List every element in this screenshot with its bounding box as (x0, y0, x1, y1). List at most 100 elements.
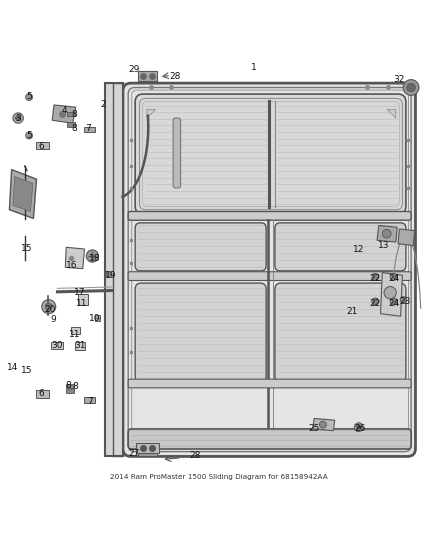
Text: 15: 15 (21, 244, 33, 253)
FancyBboxPatch shape (135, 283, 266, 382)
Text: 10: 10 (89, 314, 100, 324)
Circle shape (86, 250, 99, 262)
Text: 11: 11 (76, 299, 87, 308)
Polygon shape (65, 247, 85, 269)
Polygon shape (387, 109, 396, 118)
Text: 17: 17 (74, 288, 86, 297)
Circle shape (319, 421, 326, 428)
Text: 8: 8 (71, 125, 77, 133)
Circle shape (106, 271, 112, 277)
Polygon shape (398, 229, 415, 246)
Polygon shape (313, 418, 335, 431)
FancyBboxPatch shape (123, 83, 416, 456)
Circle shape (403, 79, 419, 95)
FancyBboxPatch shape (135, 223, 266, 271)
Polygon shape (10, 169, 36, 219)
Text: 5: 5 (26, 131, 32, 140)
Circle shape (13, 113, 23, 123)
Text: 32: 32 (393, 75, 405, 84)
Text: 24: 24 (388, 299, 399, 308)
Polygon shape (138, 71, 156, 80)
Circle shape (15, 116, 21, 120)
Bar (67, 111, 75, 116)
Bar (78, 294, 88, 305)
Polygon shape (381, 272, 403, 316)
Text: 29: 29 (128, 64, 140, 74)
FancyBboxPatch shape (275, 283, 406, 382)
Text: 30: 30 (51, 342, 62, 351)
Bar (75, 342, 85, 350)
Bar (95, 315, 100, 321)
Text: 1: 1 (251, 63, 257, 72)
Text: 15: 15 (21, 366, 33, 375)
Bar (84, 127, 95, 132)
Text: 7: 7 (87, 397, 93, 406)
Text: 31: 31 (74, 342, 86, 351)
Text: 18: 18 (89, 254, 100, 263)
Circle shape (25, 94, 32, 101)
Text: 11: 11 (69, 330, 81, 338)
Circle shape (390, 298, 397, 305)
Bar (51, 342, 63, 349)
Polygon shape (138, 453, 157, 456)
Text: 23: 23 (399, 297, 410, 306)
Circle shape (42, 300, 56, 313)
FancyBboxPatch shape (128, 429, 411, 449)
Circle shape (372, 298, 379, 305)
Circle shape (25, 132, 32, 139)
Text: 22: 22 (370, 274, 381, 283)
Text: 5: 5 (26, 92, 32, 101)
Text: 28: 28 (170, 72, 181, 81)
Circle shape (407, 83, 416, 92)
Text: 26: 26 (354, 424, 365, 433)
Bar (71, 327, 80, 334)
Text: 7: 7 (85, 125, 91, 133)
Bar (66, 389, 74, 393)
Circle shape (400, 297, 406, 303)
Text: 16: 16 (66, 261, 77, 270)
FancyBboxPatch shape (135, 94, 406, 214)
Text: 8: 8 (66, 381, 71, 390)
Text: 8: 8 (72, 382, 78, 391)
Circle shape (382, 229, 391, 238)
Text: 21: 21 (346, 306, 358, 316)
Text: 12: 12 (353, 245, 364, 254)
Text: 6: 6 (38, 390, 44, 399)
Text: 4: 4 (61, 106, 67, 115)
Polygon shape (136, 443, 159, 453)
Circle shape (390, 273, 397, 280)
Circle shape (372, 273, 379, 280)
Polygon shape (52, 105, 76, 123)
Polygon shape (106, 83, 123, 456)
Text: 20: 20 (44, 305, 55, 314)
FancyBboxPatch shape (128, 212, 411, 220)
Polygon shape (13, 176, 33, 212)
Text: 28: 28 (189, 450, 201, 459)
Text: 24: 24 (388, 274, 399, 283)
Polygon shape (147, 109, 155, 118)
Text: 9: 9 (50, 315, 56, 324)
FancyBboxPatch shape (173, 118, 180, 188)
Text: 27: 27 (128, 449, 140, 458)
Text: 2014 Ram ProMaster 1500 Sliding Diagram for 68158942AA: 2014 Ram ProMaster 1500 Sliding Diagram … (110, 473, 328, 480)
Bar (67, 123, 75, 127)
FancyBboxPatch shape (275, 223, 406, 271)
Text: 3: 3 (15, 115, 21, 124)
Polygon shape (377, 225, 397, 242)
Bar (66, 384, 74, 388)
Circle shape (45, 303, 52, 310)
Circle shape (357, 425, 361, 430)
Circle shape (354, 423, 363, 432)
FancyBboxPatch shape (128, 272, 411, 280)
Text: 13: 13 (378, 241, 390, 250)
FancyBboxPatch shape (128, 379, 411, 388)
Bar (35, 391, 49, 398)
Text: 8: 8 (71, 110, 77, 119)
Text: 14: 14 (7, 364, 18, 372)
Text: 6: 6 (38, 142, 44, 151)
Text: 25: 25 (308, 424, 320, 433)
Text: 22: 22 (370, 299, 381, 308)
Bar (84, 398, 95, 403)
Text: 19: 19 (105, 271, 117, 280)
Circle shape (384, 287, 396, 299)
